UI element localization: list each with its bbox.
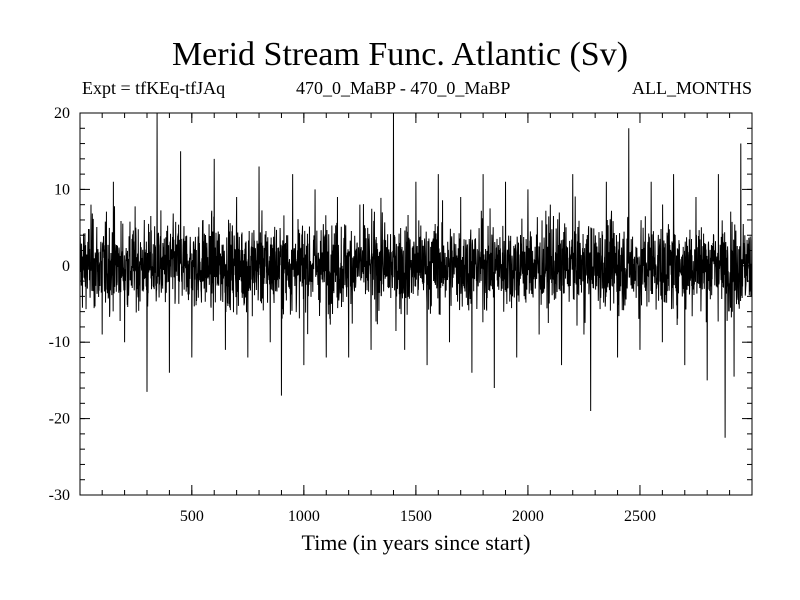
y-tick-label: -30 (49, 487, 70, 504)
y-tick-label: 0 (62, 258, 70, 275)
x-axis-label: Time (in years since start) (301, 530, 531, 555)
y-tick-label: 20 (54, 105, 70, 122)
x-axis: 500 1000 1500 2000 2500 (101, 113, 731, 525)
x-tick-label: 2000 (512, 508, 544, 525)
y-axis: 20 10 0 -10 -20 -30 (49, 105, 752, 504)
x-tick-label: 2500 (624, 508, 656, 525)
subtitle-experiment: Expt = tfKEq-tfJAq (82, 78, 226, 98)
subtitle-period: 470_0_MaBP - 470_0_MaBP (296, 78, 511, 98)
subtitle-months: ALL_MONTHS (632, 78, 752, 98)
x-tick-label: 1500 (400, 508, 432, 525)
y-tick-label: 10 (54, 181, 70, 198)
y-tick-label: -10 (49, 334, 70, 351)
y-tick-label: -20 (49, 411, 70, 428)
data-series-line (79, 112, 753, 438)
series-layer (79, 112, 753, 438)
x-tick-label: 1000 (288, 508, 320, 525)
x-tick-label: 500 (180, 508, 204, 525)
chart-title: Merid Stream Func. Atlantic (Sv) (171, 36, 629, 73)
